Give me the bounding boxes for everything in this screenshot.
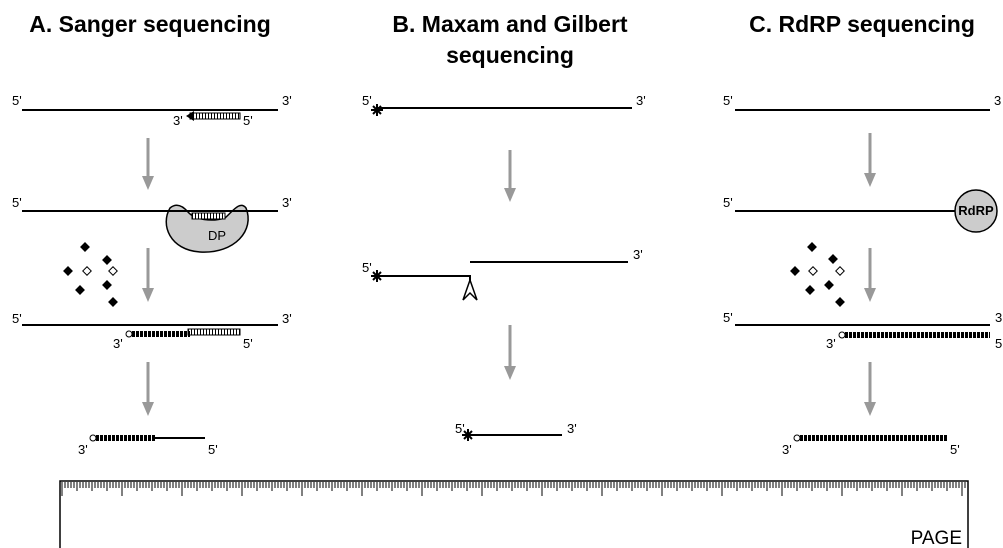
label-star bbox=[462, 429, 474, 441]
end-label: 5' bbox=[243, 336, 253, 351]
end-label: 5' bbox=[362, 93, 372, 108]
primer-arrow bbox=[186, 111, 194, 121]
end-label: 3' bbox=[282, 311, 292, 326]
nucleotide bbox=[824, 280, 834, 290]
panel-title: B. Maxam and Gilbert bbox=[392, 11, 628, 37]
nucleotide bbox=[790, 266, 800, 276]
end-label: 5' bbox=[455, 421, 465, 436]
panel-title: A. Sanger sequencing bbox=[29, 11, 271, 37]
nucleotide bbox=[835, 297, 845, 307]
end-label: 3' bbox=[633, 247, 643, 262]
panel-title: C. RdRP sequencing bbox=[749, 11, 975, 37]
end-label: 3' bbox=[782, 442, 792, 457]
end-label: 5' bbox=[723, 195, 733, 210]
enzyme-label: RdRP bbox=[958, 203, 994, 218]
open-end bbox=[125, 330, 133, 338]
nucleotide bbox=[102, 255, 112, 265]
end-label: 5' bbox=[723, 310, 733, 325]
end-label: 5' bbox=[208, 442, 218, 457]
rdrp bbox=[954, 189, 998, 233]
arrow-head bbox=[864, 402, 876, 416]
primer bbox=[187, 328, 241, 336]
end-label: 5' bbox=[243, 113, 253, 128]
nucleotide bbox=[63, 266, 73, 276]
end-label: 5' bbox=[723, 93, 733, 108]
arrow-head bbox=[142, 176, 154, 190]
nucleotide bbox=[75, 285, 85, 295]
arrow-head bbox=[864, 288, 876, 302]
nucleotide bbox=[807, 242, 817, 252]
end-label: 3' bbox=[282, 195, 292, 210]
end-label: 5' bbox=[12, 93, 22, 108]
arrow-head bbox=[142, 288, 154, 302]
nucleotide bbox=[80, 242, 90, 252]
end-label: 3' bbox=[173, 113, 183, 128]
nucleotide bbox=[102, 280, 112, 290]
end-label: 3' bbox=[113, 336, 123, 351]
nucleotide bbox=[805, 285, 815, 295]
nucleotide bbox=[108, 266, 118, 276]
end-label: 3 bbox=[994, 93, 1001, 108]
end-label: 3' bbox=[78, 442, 88, 457]
end-label: 3 bbox=[995, 310, 1002, 325]
end-label: DP bbox=[208, 228, 226, 243]
arrow-head bbox=[504, 366, 516, 380]
primer bbox=[191, 212, 226, 220]
end-label: 3' bbox=[567, 421, 577, 436]
end-label: 5 bbox=[995, 336, 1002, 351]
nucleotide bbox=[82, 266, 92, 276]
end-label: 3' bbox=[826, 336, 836, 351]
label-star bbox=[371, 104, 383, 116]
gel-label: PAGE bbox=[911, 528, 962, 548]
end-label: 3' bbox=[282, 93, 292, 108]
nucleotide bbox=[108, 297, 118, 307]
gel bbox=[59, 480, 969, 548]
arrow-head bbox=[142, 402, 154, 416]
end-label: 5' bbox=[12, 195, 22, 210]
end-label: 5' bbox=[950, 442, 960, 457]
end-label: 3' bbox=[636, 93, 646, 108]
open-end bbox=[793, 434, 801, 442]
panel-title: sequencing bbox=[446, 42, 574, 68]
arrow-head bbox=[864, 173, 876, 187]
end-label: 5' bbox=[12, 311, 22, 326]
nucleotide bbox=[835, 266, 845, 276]
arrow-head bbox=[504, 188, 516, 202]
open-end bbox=[89, 434, 97, 442]
open-end bbox=[838, 331, 846, 339]
label-star bbox=[371, 270, 383, 282]
nucleotide bbox=[828, 254, 838, 264]
cleavage bbox=[462, 277, 478, 301]
nucleotide bbox=[808, 266, 818, 276]
end-label: 5' bbox=[362, 260, 372, 275]
